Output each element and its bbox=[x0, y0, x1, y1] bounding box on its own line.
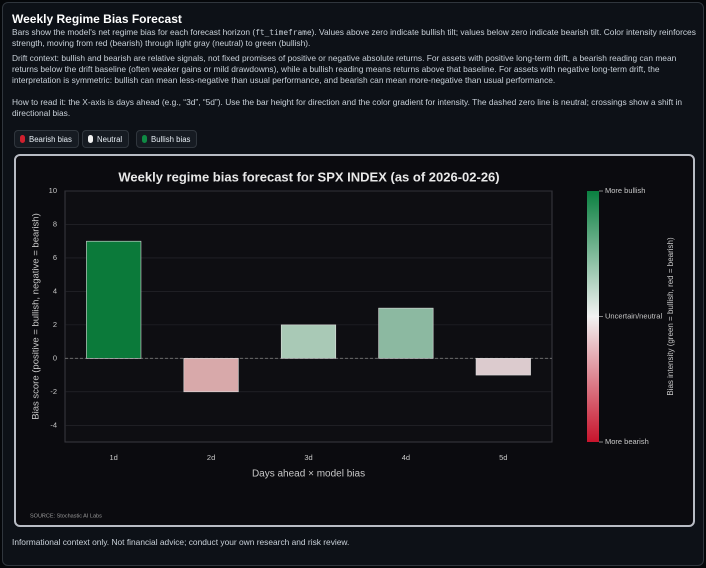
intro-text: Bars show the model's net regime bias fo… bbox=[12, 27, 696, 49]
how-to-text: How to read it: the X-axis is days ahead… bbox=[12, 97, 683, 119]
text: Bars show the model's net regime bias fo… bbox=[12, 27, 256, 37]
y-axis-label: Bias score (positive = bullish, negative… bbox=[31, 213, 42, 419]
chart-panel: Weekly regime bias forecast for SPX INDE… bbox=[14, 154, 695, 527]
source-note: SOURCE: Stochastic AI Labs bbox=[30, 513, 102, 519]
x-tick-label: 3d bbox=[304, 453, 312, 462]
bar bbox=[378, 307, 434, 359]
code: ft_timeframe bbox=[255, 28, 312, 37]
page-title: Weekly Regime Bias Forecast bbox=[12, 12, 182, 26]
y-tick-label: 10 bbox=[49, 186, 57, 195]
legend-chip[interactable]: Bearish bias bbox=[14, 130, 79, 148]
y-tick-label: 4 bbox=[53, 286, 57, 295]
legend-swatch bbox=[142, 135, 147, 143]
legend-chip[interactable]: Neutral bbox=[82, 130, 130, 148]
colorbar-label: Bias intensity (green = bullish, red = b… bbox=[666, 237, 675, 396]
chart: Weekly regime bias forecast for SPX INDE… bbox=[30, 169, 675, 519]
colorbar bbox=[587, 191, 599, 442]
legend-label: Neutral bbox=[97, 134, 123, 144]
bar bbox=[280, 324, 337, 359]
colorbar-tick-label: More bullish bbox=[605, 186, 645, 195]
bar bbox=[86, 240, 142, 359]
y-tick-label: 2 bbox=[53, 320, 57, 329]
x-tick-label: 1d bbox=[110, 453, 118, 462]
legend-label: Bullish bias bbox=[151, 134, 191, 144]
x-tick-label: 4d bbox=[402, 453, 410, 462]
plot-area bbox=[64, 190, 553, 443]
drift-text: Drift context: bullish and bearish are r… bbox=[12, 53, 677, 86]
footer-text: Informational context only. Not financia… bbox=[12, 537, 350, 547]
colorbar-tick-label: Uncertain/neutral bbox=[605, 311, 662, 320]
y-tick-label: 8 bbox=[53, 219, 57, 228]
y-tick-label: 6 bbox=[53, 253, 57, 262]
bar bbox=[475, 358, 531, 376]
legend-swatch bbox=[20, 135, 25, 143]
x-tick-label: 2d bbox=[207, 453, 215, 462]
bar bbox=[183, 358, 239, 393]
x-tick-label: 5d bbox=[499, 453, 507, 462]
y-tick-label: -2 bbox=[50, 387, 57, 396]
legend-label: Bearish bias bbox=[29, 134, 72, 144]
text: ). Values above zero indicate bullish ti… bbox=[12, 27, 696, 49]
x-axis-label: Days ahead × model bias bbox=[252, 469, 365, 480]
y-tick-label: -4 bbox=[50, 420, 57, 429]
colorbar-tick-label: More bearish bbox=[605, 437, 649, 446]
chart-title: Weekly regime bias forecast for SPX INDE… bbox=[118, 169, 499, 184]
y-tick-label: 0 bbox=[53, 353, 57, 362]
legend-chip[interactable]: Bullish bias bbox=[136, 130, 198, 148]
legend-swatch bbox=[88, 135, 93, 143]
